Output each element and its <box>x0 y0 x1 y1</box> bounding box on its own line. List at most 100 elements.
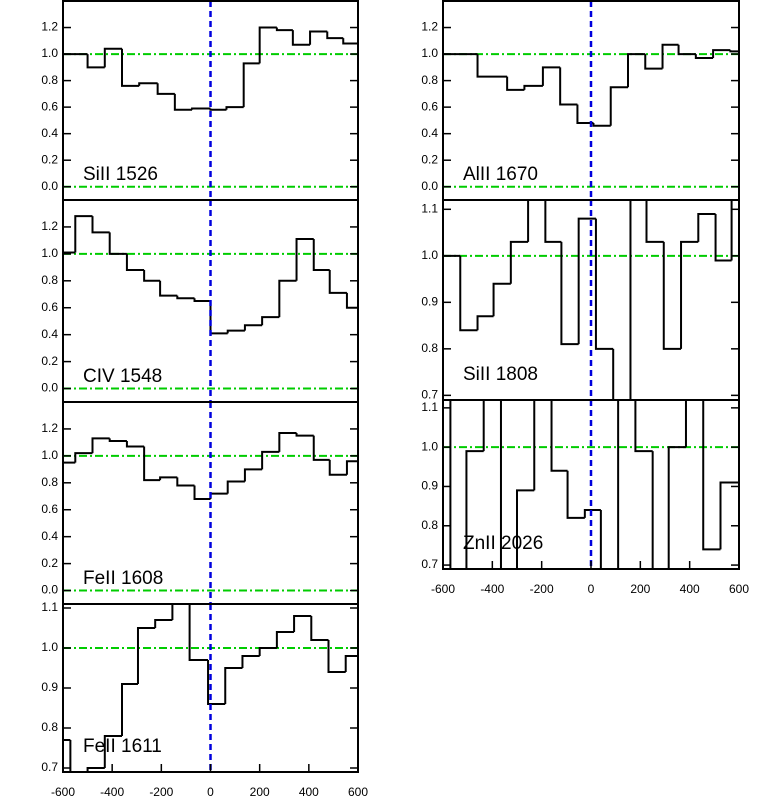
step-segment <box>677 44 696 56</box>
panel-label: SiII 1526 <box>83 164 158 185</box>
y-tick-label: 0.0 <box>41 179 58 193</box>
step-segment <box>261 316 280 326</box>
step-segment <box>74 452 93 463</box>
y-tick-label: 0.8 <box>41 273 58 287</box>
y-tick-label: 0.8 <box>421 73 438 87</box>
panel-label: FeII 1608 <box>83 568 163 589</box>
step-segment <box>729 50 739 53</box>
y-tick-label: 0.4 <box>41 529 58 543</box>
step-segment <box>719 481 739 550</box>
y-tick-label: 1.0 <box>41 640 58 654</box>
y-tick-label: 1.0 <box>41 246 58 260</box>
step-segment <box>225 106 244 110</box>
step-segment <box>482 400 501 452</box>
step-segment <box>125 441 145 448</box>
step-segment <box>209 492 228 499</box>
step-segment <box>91 437 110 454</box>
y-tick-label: 0.0 <box>421 179 438 193</box>
x-tick-label: -600 <box>51 785 75 799</box>
step-segment <box>143 446 161 482</box>
step-segment <box>527 200 546 242</box>
y-tick-label: 1.1 <box>421 400 438 414</box>
panel-plot <box>63 1 358 200</box>
step-segment <box>449 400 452 569</box>
step-segment <box>342 38 358 45</box>
step-segment <box>261 450 280 470</box>
step-segment <box>121 48 140 87</box>
step-segment <box>476 54 508 78</box>
step-segment <box>173 93 193 111</box>
step-segment <box>594 218 614 350</box>
step-segment <box>645 200 664 243</box>
y-tick-label: 0.6 <box>41 99 58 113</box>
step-segment <box>328 459 347 476</box>
step-segment <box>295 238 314 281</box>
y-tick-label: 0.2 <box>41 354 58 368</box>
step-segment <box>576 104 594 125</box>
step-segment <box>662 241 682 350</box>
step-segment <box>476 315 494 331</box>
step-segment <box>69 740 88 772</box>
x-tick-label: -200 <box>530 582 554 596</box>
panel-label: CIV 1548 <box>83 366 162 387</box>
step-segment <box>544 200 562 243</box>
y-tick-label: 0.4 <box>41 327 58 341</box>
step-segment <box>714 213 732 262</box>
step-segment <box>293 615 312 632</box>
y-tick-label: 0.7 <box>41 760 58 774</box>
panel-plot <box>63 402 358 604</box>
step-segment <box>634 400 653 453</box>
step-segment <box>103 47 122 68</box>
panel-label: AlII 1670 <box>463 164 538 185</box>
y-tick-label: 1.2 <box>41 20 58 34</box>
step-segment <box>667 446 686 569</box>
step-segment <box>295 432 314 437</box>
y-tick-label: 0.2 <box>421 152 438 166</box>
step-segment <box>74 215 93 253</box>
step-segment <box>612 348 615 400</box>
step-segment <box>275 27 293 32</box>
step-segment <box>209 108 227 111</box>
step-segment <box>125 253 145 272</box>
y-tick-label: 1.1 <box>421 201 438 215</box>
step-segment <box>509 240 529 284</box>
step-segment <box>275 631 295 648</box>
y-tick-label: 1.2 <box>41 421 58 435</box>
y-tick-label: 0.7 <box>421 388 438 402</box>
step-segment <box>309 30 328 45</box>
y-tick-label: 0.6 <box>41 300 58 314</box>
y-tick-label: 1.2 <box>421 20 438 34</box>
panel-plot <box>63 200 358 402</box>
step-segment <box>465 450 484 569</box>
panel-label: ZnII 2026 <box>463 533 543 554</box>
step-segment <box>730 200 739 261</box>
step-segment <box>644 54 663 70</box>
y-tick-label: 0.8 <box>421 518 438 532</box>
step-segment <box>326 31 344 40</box>
y-tick-label: 1.2 <box>41 219 58 233</box>
step-segment <box>176 295 195 300</box>
panel-plot <box>443 200 739 400</box>
step-segment <box>560 241 579 346</box>
step-segment <box>143 270 161 282</box>
step-segment <box>516 489 535 569</box>
step-segment <box>291 30 311 46</box>
step-segment <box>278 431 297 452</box>
step-segment <box>193 298 211 302</box>
step-segment <box>159 280 178 297</box>
y-tick-label: 1.0 <box>41 448 58 462</box>
step-segment <box>550 400 568 472</box>
step-segment <box>156 83 175 95</box>
panel-plot <box>443 400 739 569</box>
y-tick-label: 1.0 <box>421 248 438 262</box>
y-tick-label: 0.9 <box>41 680 58 694</box>
panel-plot <box>63 604 358 772</box>
step-segment <box>492 282 511 317</box>
step-segment <box>242 62 260 108</box>
step-segment <box>193 485 211 500</box>
step-segment <box>327 640 346 673</box>
step-segment <box>541 66 561 86</box>
step-segment <box>209 301 228 335</box>
x-tick-label: -200 <box>149 785 173 799</box>
step-segment <box>188 604 209 661</box>
